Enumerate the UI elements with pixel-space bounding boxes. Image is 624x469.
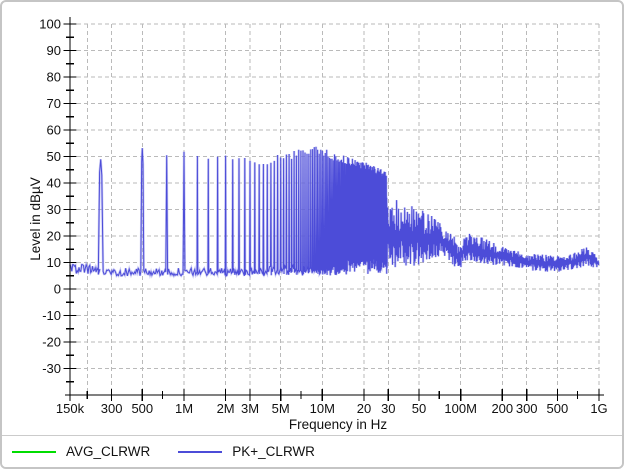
legend-label-avg: AVG_CLRWR — [66, 444, 151, 459]
legend-label-pk: PK+_CLRWR — [232, 444, 315, 459]
x-tick-label: 100M — [444, 401, 477, 416]
x-tick-label: 50 — [412, 401, 426, 416]
y-axis-ticks — [63, 23, 77, 383]
x-tick-label: 10M — [310, 401, 335, 416]
y-tick-label: 20 — [47, 229, 61, 244]
y-tick-label: 40 — [47, 176, 61, 191]
pk-trace — [68, 146, 600, 280]
x-tick-label: 300 — [101, 401, 123, 416]
x-tick-label: 3M — [241, 401, 259, 416]
legend-item-pk: PK+_CLRWR — [178, 444, 315, 459]
x-tick-label: 300 — [516, 401, 538, 416]
y-tick-label: 50 — [47, 149, 61, 164]
pk-trace-line — [69, 146, 600, 277]
y-tick-label: 90 — [47, 43, 61, 58]
x-tick-label: 200 — [491, 401, 513, 416]
x-tick-label: 150k — [56, 401, 85, 416]
y-tick-label: 100 — [39, 17, 61, 32]
pk-trace-line-swatch — [178, 450, 223, 453]
legend-item-avg: AVG_CLRWR — [12, 444, 150, 459]
x-tick-label: 20 — [357, 401, 371, 416]
y-tick-label: -30 — [42, 361, 61, 376]
y-tick-label: 0 — [54, 282, 61, 297]
y-tick-label: 80 — [47, 70, 61, 85]
legend: AVG_CLRWR PK+_CLRWR — [2, 435, 622, 467]
x-tick-label: 1M — [175, 401, 193, 416]
x-tick-label: 500 — [131, 401, 153, 416]
axis-ticks — [63, 23, 600, 401]
y-tick-label: 30 — [47, 202, 61, 217]
y-tick-label: 70 — [47, 96, 61, 111]
avg-trace-line-swatch — [12, 450, 56, 453]
x-tick-label: 1G — [590, 401, 607, 416]
y-tick-label: 10 — [47, 255, 61, 270]
y-tick-label: 60 — [47, 123, 61, 138]
x-tick-label: 2M — [217, 401, 235, 416]
x-axis-ticks — [69, 389, 600, 401]
x-tick-label: 5M — [272, 401, 290, 416]
x-tick-label: 30 — [381, 401, 395, 416]
y-axis-title: Level in dBµV — [28, 177, 43, 261]
y-tick-label: -20 — [42, 335, 61, 350]
x-tick-label: 500 — [547, 401, 569, 416]
y-tick-label: -10 — [42, 308, 61, 323]
x-axis-title: Frequency in Hz — [289, 417, 388, 432]
